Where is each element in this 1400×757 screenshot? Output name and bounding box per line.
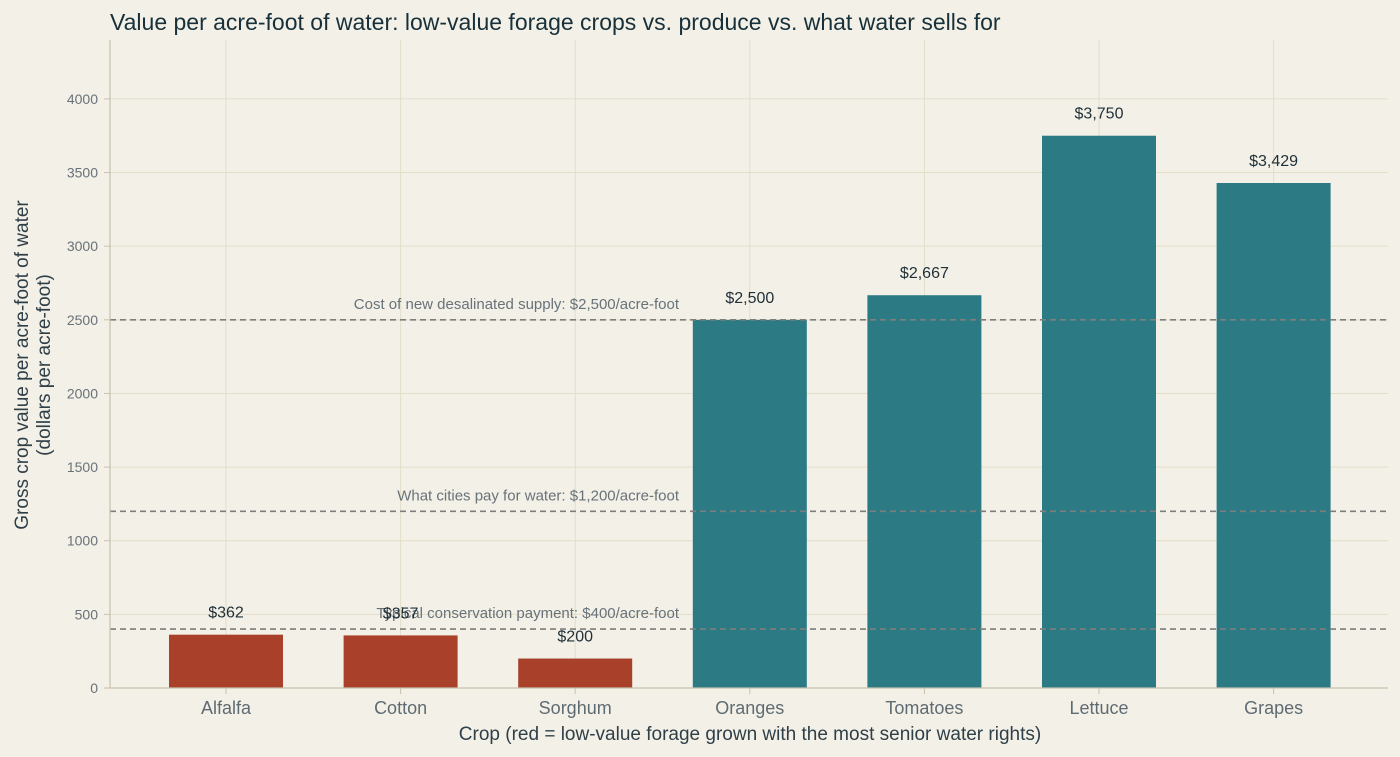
y-axis-label-line2: (dollars per acre-foot) [34, 274, 55, 456]
bar-sorghum [518, 658, 633, 688]
y-tick-label: 1500 [67, 459, 98, 475]
reference-line-label: Typical conservation payment: $400/acre-… [376, 605, 679, 622]
x-tick-label: Lettuce [1069, 698, 1128, 718]
reference-line-label: Cost of new desalinated supply: $2,500/a… [354, 296, 680, 313]
x-tick-label: Cotton [374, 698, 427, 718]
x-tick-label: Alfalfa [201, 698, 252, 718]
bar-alfalfa [169, 634, 283, 688]
y-tick-label: 4000 [67, 91, 98, 107]
bar-lettuce [1042, 135, 1156, 688]
value-label-oranges: $2,500 [725, 290, 774, 307]
y-axis-label-line1: Gross crop value per acre-foot of water [12, 200, 33, 530]
bar-tomatoes [867, 295, 982, 688]
bar-layer [169, 135, 1331, 688]
bar-cotton [343, 635, 458, 688]
value-label-sorghum: $200 [557, 629, 593, 646]
bar-grapes [1216, 183, 1331, 688]
value-label-grapes: $3,429 [1249, 153, 1298, 170]
y-tick-label: 3000 [67, 238, 98, 254]
x-tick-label: Oranges [715, 698, 784, 718]
x-tick-label: Grapes [1244, 698, 1303, 718]
chart-title: Value per acre-foot of water: low-value … [110, 9, 1001, 35]
value-label-cotton: $357 [383, 605, 419, 622]
x-tick-label: Sorghum [539, 698, 612, 718]
y-tick-label: 2500 [67, 312, 98, 328]
bar-oranges [692, 319, 807, 688]
x-axis-label: Crop (red = low-value forage grown with … [459, 724, 1041, 745]
reference-lines: Cost of new desalinated supply: $2,500/a… [110, 296, 1388, 630]
y-tick-label: 2000 [67, 385, 98, 401]
y-tick-label: 1000 [67, 533, 98, 549]
value-label-alfalfa: $362 [208, 605, 244, 622]
axes [104, 40, 1388, 694]
y-tick-label: 0 [90, 680, 98, 696]
labels: 0 500 1000 1500 2000 2500 3000 3500 4000 Alfalfa C… [67, 91, 1303, 718]
x-tick-label: Tomatoes [885, 698, 963, 718]
y-tick-label: 3500 [67, 165, 98, 181]
reference-line-label: What cities pay for water: $1,200/acre-f… [397, 487, 680, 504]
value-label-lettuce: $3,750 [1075, 106, 1124, 123]
y-tick-label: 500 [75, 606, 99, 622]
value-label-tomatoes: $2,667 [900, 265, 949, 282]
